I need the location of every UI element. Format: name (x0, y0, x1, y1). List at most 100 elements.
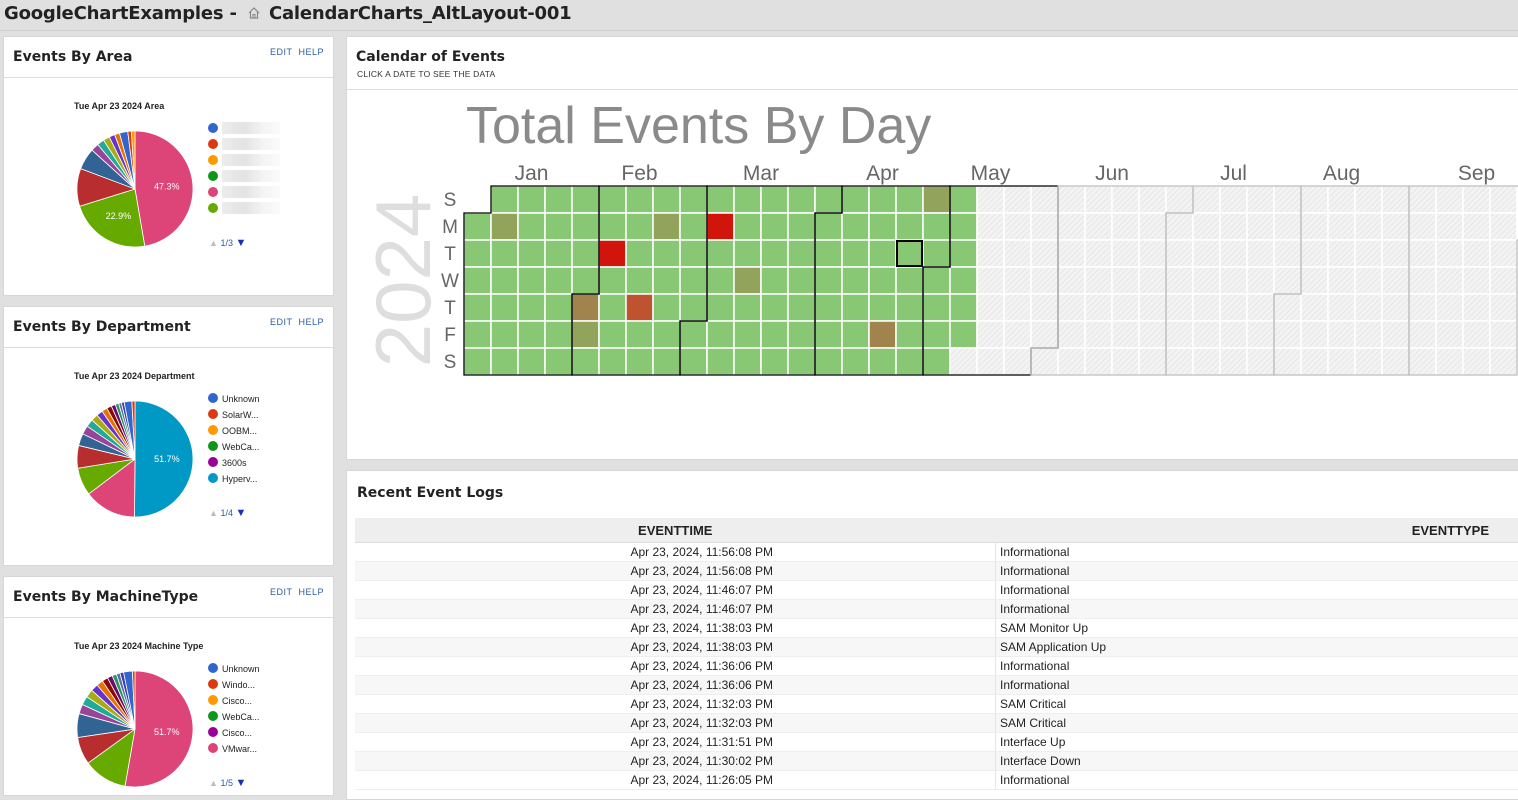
calendar-day-cell[interactable] (1004, 240, 1031, 267)
calendar-day-cell[interactable] (680, 240, 707, 267)
calendar-day-cell[interactable] (1031, 267, 1058, 294)
calendar-day-cell[interactable] (518, 321, 545, 348)
calendar-day-cell[interactable] (680, 348, 707, 375)
calendar-day-cell[interactable] (572, 213, 599, 240)
calendar-day-cell[interactable] (1328, 213, 1355, 240)
calendar-day-cell[interactable] (1031, 321, 1058, 348)
calendar-day-cell[interactable] (1193, 267, 1220, 294)
calendar-day-cell[interactable] (599, 213, 626, 240)
calendar-day-cell[interactable] (1031, 294, 1058, 321)
calendar-day-cell[interactable] (1139, 294, 1166, 321)
calendar-day-cell[interactable] (1139, 213, 1166, 240)
calendar-day-cell[interactable] (545, 213, 572, 240)
calendar-day-cell[interactable] (977, 267, 1004, 294)
legend-item[interactable] (208, 169, 280, 185)
edit-link[interactable]: EDIT (270, 587, 293, 597)
calendar-day-cell[interactable] (734, 294, 761, 321)
calendar-day-cell[interactable] (464, 294, 491, 321)
calendar-day-cell[interactable] (1301, 240, 1328, 267)
calendar-day-cell[interactable] (1274, 213, 1301, 240)
calendar-day-cell[interactable] (1031, 186, 1058, 213)
calendar-day-cell[interactable] (977, 321, 1004, 348)
calendar-day-cell[interactable] (1058, 294, 1085, 321)
calendar-day-cell[interactable] (842, 321, 869, 348)
calendar-day-cell[interactable] (491, 348, 518, 375)
legend-item[interactable]: Cisco... (208, 725, 260, 741)
calendar-day-cell[interactable] (707, 321, 734, 348)
calendar-day-cell[interactable] (1463, 294, 1490, 321)
calendar-day-cell[interactable] (626, 321, 653, 348)
calendar-day-cell[interactable] (545, 294, 572, 321)
calendar-day-cell[interactable] (923, 294, 950, 321)
calendar-day-cell[interactable] (788, 294, 815, 321)
calendar-day-cell[interactable] (1490, 294, 1517, 321)
calendar-day-cell[interactable] (869, 240, 896, 267)
calendar-day-cell[interactable] (1193, 186, 1220, 213)
calendar-day-cell[interactable] (1166, 294, 1193, 321)
calendar-day-cell[interactable] (761, 267, 788, 294)
calendar-day-cell[interactable] (1166, 267, 1193, 294)
calendar-day-cell[interactable] (626, 213, 653, 240)
calendar-day-cell[interactable] (1085, 213, 1112, 240)
calendar-day-cell[interactable] (1301, 213, 1328, 240)
calendar-day-cell[interactable] (491, 294, 518, 321)
calendar-day-cell[interactable] (1193, 213, 1220, 240)
calendar-day-cell[interactable] (707, 240, 734, 267)
edit-link[interactable]: EDIT (270, 317, 293, 327)
calendar-day-cell[interactable] (1409, 267, 1436, 294)
calendar-day-cell[interactable] (1274, 267, 1301, 294)
calendar-day-cell[interactable] (1355, 348, 1382, 375)
calendar-day-cell[interactable] (599, 294, 626, 321)
calendar-day-cell[interactable] (1463, 240, 1490, 267)
calendar-day-cell[interactable] (518, 213, 545, 240)
calendar-day-cell[interactable] (1328, 186, 1355, 213)
calendar-day-cell[interactable] (1193, 240, 1220, 267)
calendar-day-cell[interactable] (734, 213, 761, 240)
legend-item[interactable]: Unknown (208, 661, 260, 677)
calendar-day-cell[interactable] (599, 267, 626, 294)
calendar-day-cell[interactable] (545, 186, 572, 213)
calendar-day-cell[interactable] (1409, 240, 1436, 267)
calendar-day-cell[interactable] (1220, 186, 1247, 213)
calendar-day-cell[interactable] (1058, 321, 1085, 348)
calendar-day-cell[interactable] (1463, 321, 1490, 348)
calendar-day-cell[interactable] (1166, 240, 1193, 267)
calendar-day-cell[interactable] (1436, 240, 1463, 267)
calendar-day-cell[interactable] (518, 267, 545, 294)
calendar-day-cell[interactable] (1193, 294, 1220, 321)
calendar-day-cell[interactable] (1031, 240, 1058, 267)
calendar-day-cell[interactable] (1463, 213, 1490, 240)
calendar-day-cell[interactable] (1301, 321, 1328, 348)
calendar-day-cell[interactable] (815, 294, 842, 321)
calendar-day-cell[interactable] (734, 240, 761, 267)
legend-item[interactable] (208, 153, 280, 169)
calendar-day-cell[interactable] (1139, 240, 1166, 267)
legend-item[interactable] (208, 121, 280, 137)
calendar-day-cell[interactable] (842, 348, 869, 375)
calendar-day-cell[interactable] (788, 348, 815, 375)
calendar-day-cell[interactable] (1274, 294, 1301, 321)
calendar-day-cell[interactable] (896, 267, 923, 294)
calendar-day-cell[interactable] (761, 186, 788, 213)
calendar-day-cell[interactable] (1355, 186, 1382, 213)
calendar-day-cell[interactable] (1382, 213, 1409, 240)
page-down-icon[interactable]: ▼ (235, 507, 246, 519)
calendar-day-cell[interactable] (1247, 321, 1274, 348)
calendar-day-cell[interactable] (680, 321, 707, 348)
legend-item[interactable]: 3600s (208, 455, 260, 471)
calendar-day-cell[interactable] (1490, 321, 1517, 348)
calendar-day-cell[interactable] (869, 213, 896, 240)
calendar-day-cell[interactable] (572, 240, 599, 267)
calendar-day-cell[interactable] (1328, 348, 1355, 375)
calendar-day-cell[interactable] (1355, 267, 1382, 294)
page-up-icon[interactable]: ▲ (209, 778, 218, 788)
edit-link[interactable]: EDIT (270, 47, 293, 57)
calendar-day-cell[interactable] (491, 213, 518, 240)
calendar-day-cell[interactable] (707, 186, 734, 213)
